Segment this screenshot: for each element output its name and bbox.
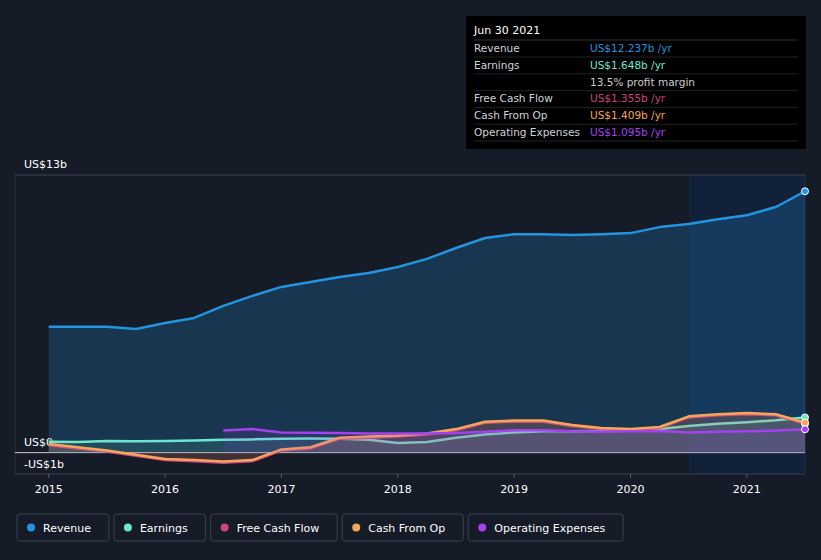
tooltip-box (466, 16, 806, 149)
legend-item[interactable] (17, 514, 109, 541)
tooltip-row-line (474, 124, 798, 125)
x-tick-label: 2015 (35, 483, 63, 496)
tooltip-value: US$12.237b /yr (590, 42, 673, 54)
tooltip-row-line (474, 73, 798, 74)
y-tick-label: US$0 (24, 436, 53, 449)
tooltip-title: Jun 30 2021 (473, 24, 540, 37)
x-tick-label: 2016 (151, 483, 179, 496)
tooltip-label: Operating Expenses (474, 126, 580, 138)
legend-swatch (27, 524, 35, 532)
tooltip-label: Earnings (474, 59, 520, 71)
legend-label: Cash From Op (368, 522, 445, 535)
end-dot (802, 419, 809, 426)
tooltip-value: US$1.095b /yr (590, 126, 666, 138)
plot-edge (15, 175, 16, 474)
y-tick-label: -US$1b (24, 458, 64, 471)
tooltip-row-line (474, 90, 798, 91)
tooltip-value: US$1.355b /yr (590, 92, 666, 104)
x-tick-label: 2021 (733, 483, 761, 496)
legend-item[interactable] (342, 514, 463, 541)
series-line (49, 191, 805, 329)
legend-item[interactable] (468, 514, 623, 541)
tooltip-row-line (474, 141, 798, 142)
end-dot (802, 426, 809, 433)
tooltip-value: US$1.409b /yr (590, 109, 666, 121)
x-tick (630, 474, 631, 478)
end-dot (802, 188, 809, 195)
x-tick (165, 474, 166, 478)
tooltip-label: Revenue (474, 42, 520, 54)
series-area (49, 413, 805, 462)
plot-area (49, 191, 805, 462)
x-tick-label: 2017 (267, 483, 295, 496)
legend-label: Free Cash Flow (237, 522, 320, 535)
legend-label: Revenue (43, 522, 91, 535)
tooltip-value: US$1.648b /yr (590, 59, 666, 71)
legend-item[interactable] (211, 514, 338, 541)
x-tick (48, 474, 49, 478)
x-tick (514, 474, 515, 478)
tooltip-label: Free Cash Flow (474, 92, 553, 104)
tooltip-label: Cash From Op (474, 109, 548, 121)
tooltip-value: 13.5% profit margin (590, 76, 695, 88)
legend-label: Earnings (140, 522, 188, 535)
legend-swatch (221, 524, 229, 532)
legend-label: Operating Expenses (494, 522, 605, 535)
legend-item[interactable] (114, 514, 206, 541)
background (0, 0, 821, 560)
grid-line (15, 175, 805, 176)
series-area (223, 429, 805, 453)
x-tick (281, 474, 282, 478)
chart: -US$1b US$0 US$13b 2015 2016 2017 2018 2019 2020… (0, 0, 821, 560)
x-tick-label: 2020 (616, 483, 644, 496)
tooltip-divider (474, 40, 798, 41)
x-tick (397, 474, 398, 478)
legend-swatch (124, 524, 132, 532)
grid-line (15, 474, 805, 475)
x-tick-label: 2019 (500, 483, 528, 496)
tooltip-row-line (474, 107, 798, 108)
x-tick (746, 474, 747, 478)
x-tick-label: 2018 (384, 483, 412, 496)
series-area (49, 191, 805, 452)
legend-swatch (478, 524, 486, 532)
y-tick-label: US$13b (24, 158, 67, 171)
series-line (223, 429, 805, 433)
tooltip-row-line (474, 57, 798, 58)
legend-swatch (352, 524, 360, 532)
series-line (49, 413, 805, 462)
